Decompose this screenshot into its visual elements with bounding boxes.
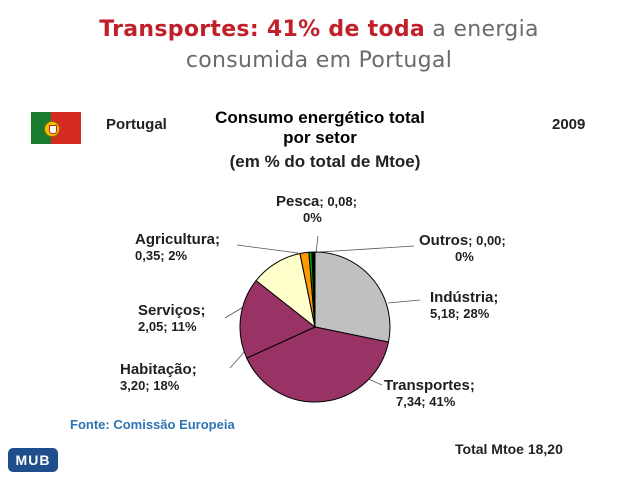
leader-line	[387, 299, 421, 304]
year-label: 2009	[552, 116, 586, 133]
chart-title-line2: por setor	[283, 128, 357, 147]
label-outros: Outros; 0,00; 0%	[419, 232, 506, 265]
pie-slice-industria	[314, 251, 391, 343]
leader-line	[319, 245, 415, 253]
country-label: Portugal	[106, 116, 167, 133]
slide-title-line2: consumida em Portugal	[185, 48, 453, 73]
pie-slice-transportes	[246, 326, 390, 403]
label-industria: Indústria; 5,18; 28%	[430, 289, 499, 322]
slide-title-rest: a energia	[425, 17, 539, 42]
leader-line	[315, 235, 319, 254]
pie-slice-outros	[311, 251, 316, 328]
chart-title-line1: Consumo energético total	[215, 108, 425, 127]
label-habitacao: Habitação; 3,20; 18%	[120, 361, 197, 394]
leader-line	[236, 244, 299, 254]
pie-slice-habitacao	[239, 279, 316, 359]
label-transportes: Transportes; 7,34; 41%	[384, 377, 475, 410]
chart-title: Consumo energético total por setor	[190, 108, 450, 148]
label-servicos: Serviços; 2,05; 11%	[138, 302, 206, 335]
label-agricultura: Agricultura; 0,35; 2%	[135, 231, 221, 264]
slide-title-highlight: Transportes: 41% de toda	[99, 17, 426, 42]
portugal-flag-icon	[31, 112, 81, 144]
source-note: Fonte: Comissão Europeia	[70, 417, 235, 432]
chart-subtitle: (em % do total de Mtoe)	[229, 152, 421, 171]
label-pesca: Pesca; 0,08; 0%	[276, 193, 357, 226]
slide-title: Transportes: 41% de toda a energia consu…	[0, 14, 638, 76]
leader-line	[229, 349, 247, 369]
total-mtoe: Total Mtoe 18,20	[455, 441, 563, 457]
pie-slices	[239, 251, 391, 403]
mub-logo: MUB	[8, 448, 58, 472]
